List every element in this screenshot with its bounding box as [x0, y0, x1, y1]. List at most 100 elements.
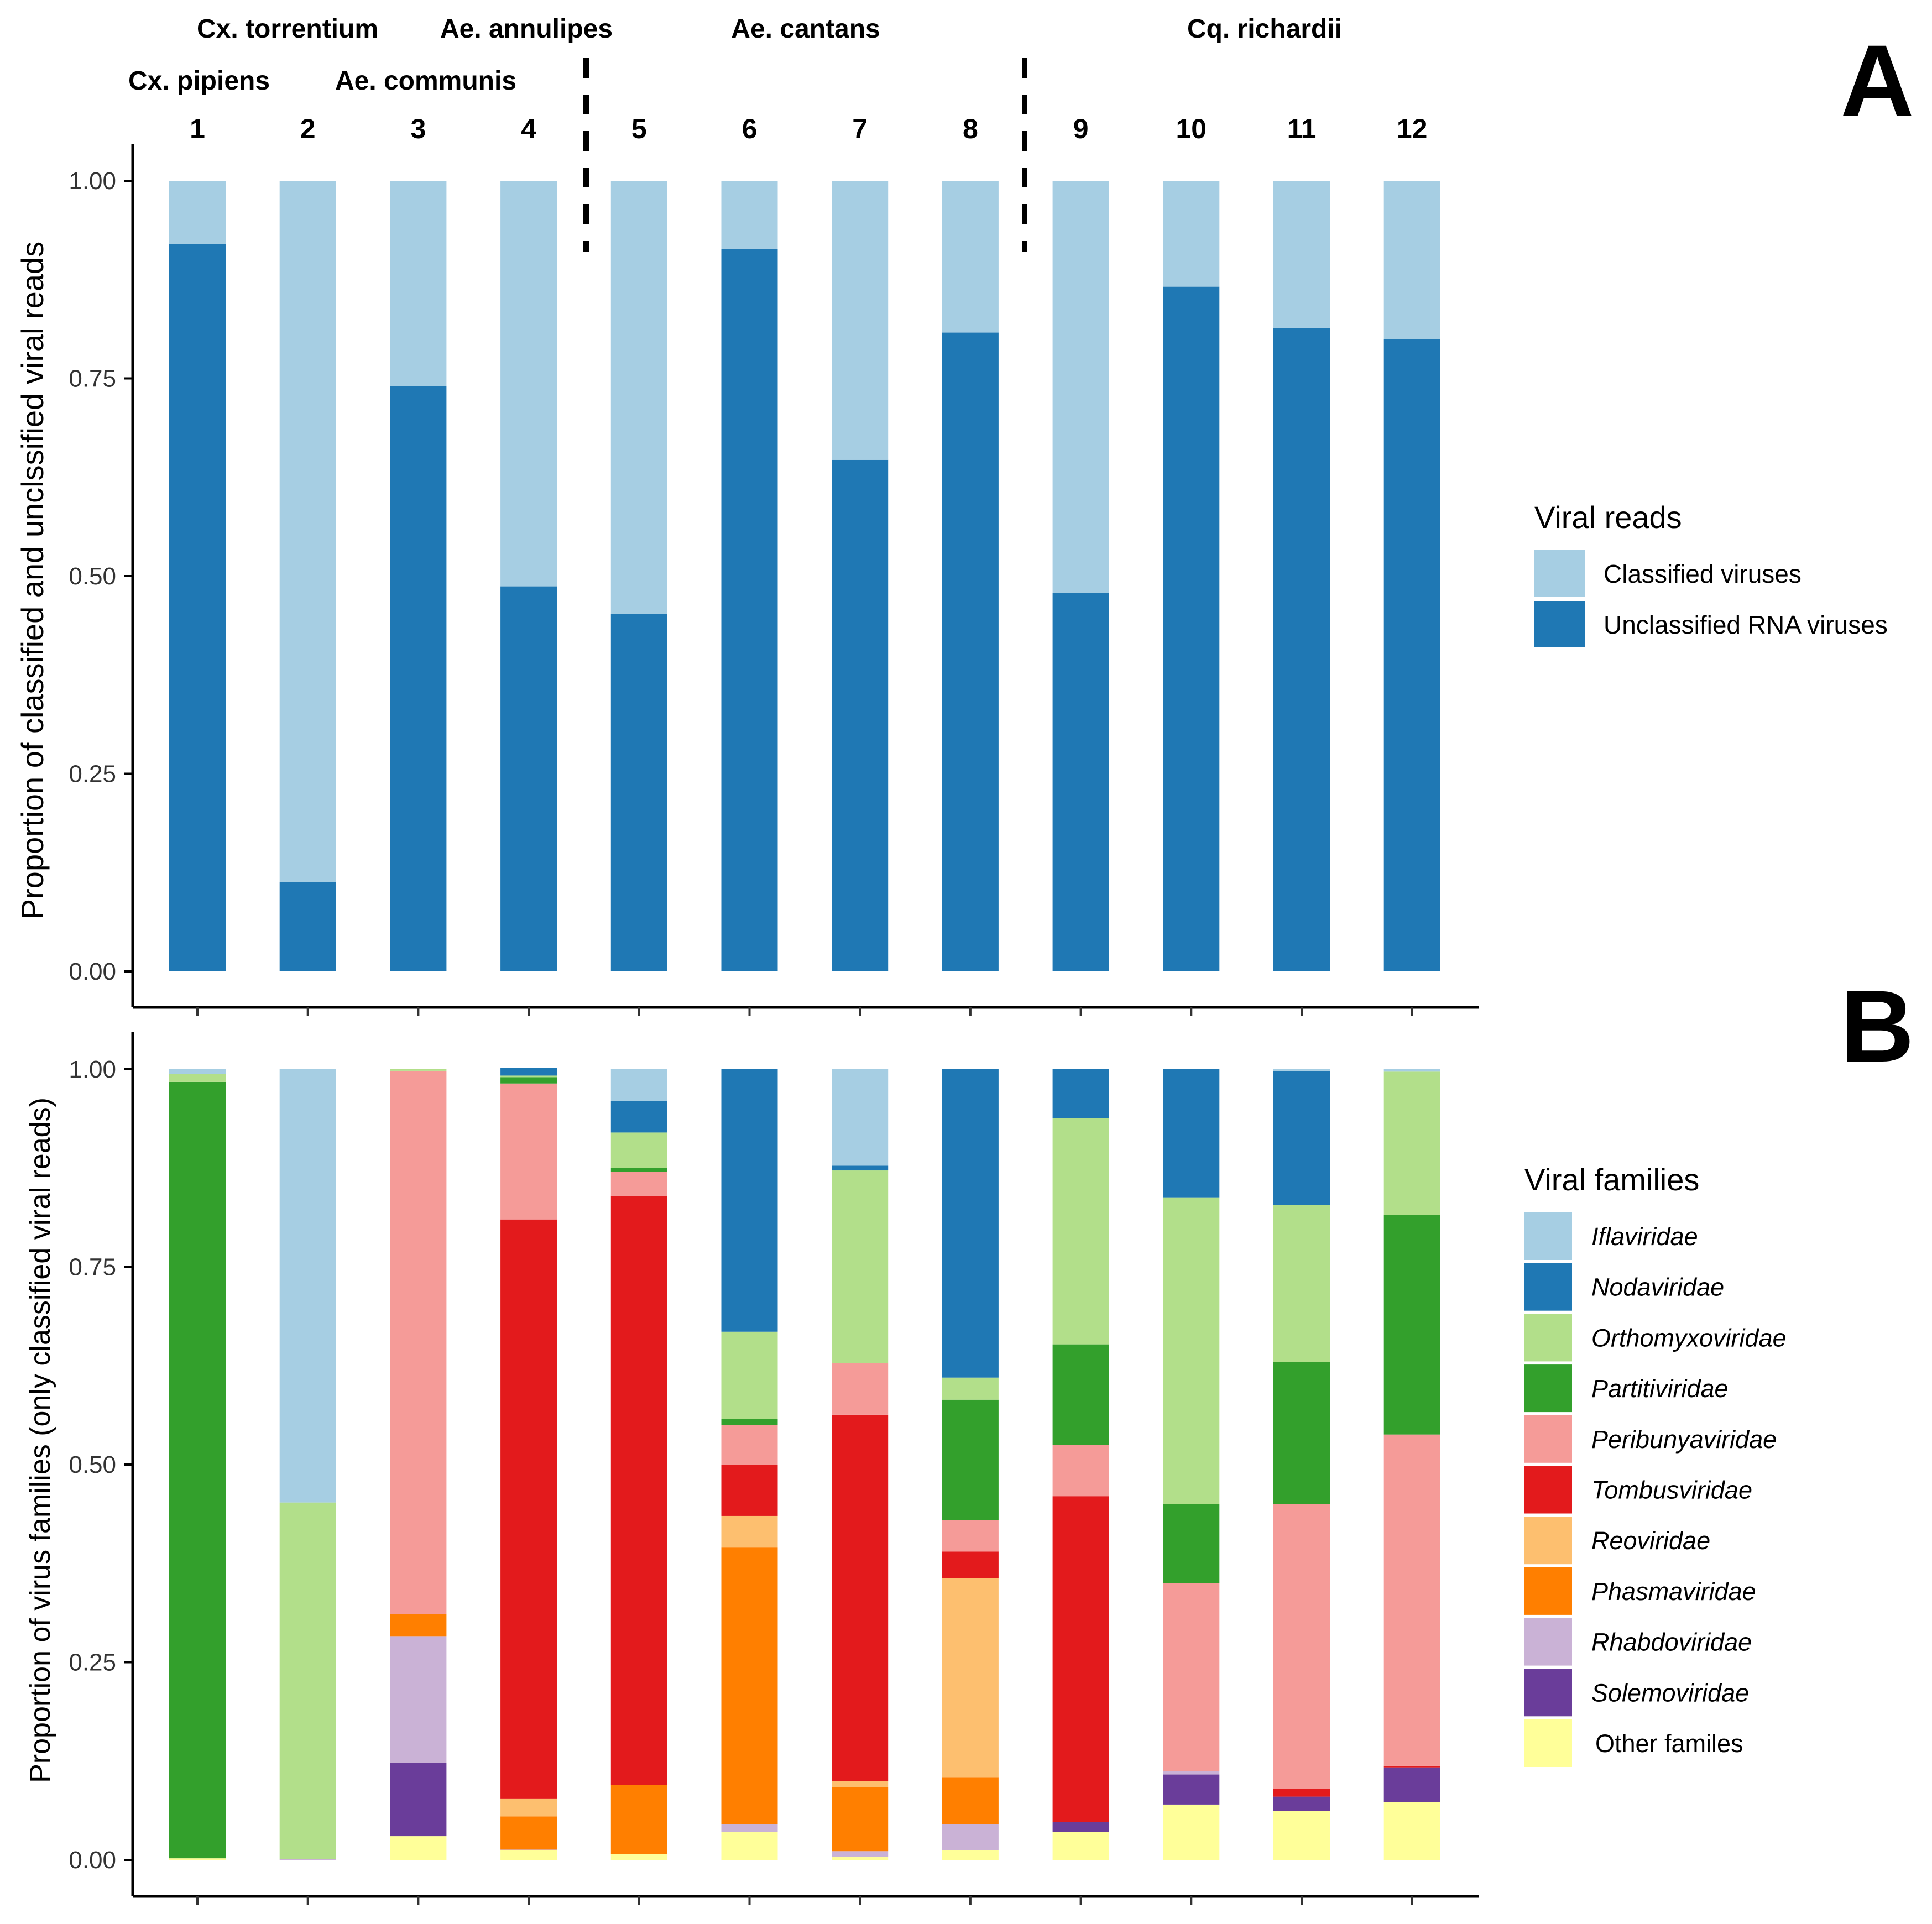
panel-b-bar-4-tombusviridae [500, 1219, 557, 1799]
panel-b-legend-label-tombusviridae: Tombusviridae [1591, 1476, 1752, 1504]
panel-b-bar-10-nodaviridae [1163, 1069, 1220, 1198]
sample-number-11: 11 [1287, 113, 1317, 144]
panel-b-bar-9-nodaviridae [1052, 1069, 1109, 1118]
panel-b-legend-key-other-familes [1524, 1719, 1572, 1767]
panel-b-bar-10-peribunyaviridae [1163, 1583, 1220, 1771]
panel-b-legend-key-solemoviridae [1524, 1669, 1572, 1717]
panel-b-bar-4-other-familes [500, 1850, 557, 1860]
panel-b-bar-4-reoviridae [500, 1798, 557, 1817]
panel-b-bar-7-nodaviridae [832, 1165, 889, 1171]
panel-b-bar-11-peribunyaviridae [1273, 1504, 1330, 1789]
panel-b-legend-key-orthomyxoviridae [1524, 1314, 1572, 1362]
panel-b-bar-12-peribunyaviridae [1383, 1434, 1440, 1766]
panel-b-bar-6-nodaviridae [721, 1069, 778, 1332]
panel-b-bar-9-other-familes [1052, 1832, 1109, 1860]
panel-a-bar-7-classified-viruses [832, 181, 889, 460]
species-label-cx-torrentium: Cx. torrentium [197, 14, 378, 44]
panel-b-bar-6-reoviridae [721, 1515, 778, 1548]
panel-b-bar-4-phasmaviridae [500, 1816, 557, 1850]
panel-a-bar-4-unclassified-rna-viruses [500, 586, 557, 971]
panel-b-bar-2-orthomyxoviridae [279, 1502, 336, 1859]
sample-number-3: 3 [410, 113, 426, 144]
panel-b-bar-5-peribunyaviridae [610, 1172, 667, 1196]
panel-a-legend-label-unclassified-rna-viruses: Unclassified RNA viruses [1604, 610, 1888, 639]
panel-b-bar-7-rhabdoviridae [832, 1851, 889, 1857]
panel-b-bar-2-iflaviridae [279, 1069, 336, 1503]
panel-a-bar-9-unclassified-rna-viruses [1052, 593, 1109, 971]
panel-b-bar-10-orthomyxoviridae [1163, 1197, 1220, 1504]
panel-b-bar-5-orthomyxoviridae [610, 1132, 667, 1168]
panel-a-bars [169, 181, 1440, 972]
panel-a-bar-7-unclassified-rna-viruses [832, 459, 889, 971]
panel-b-bar-7-peribunyaviridae [832, 1363, 889, 1415]
panel-b-bar-11-iflaviridae [1273, 1069, 1330, 1071]
panel-b-legend-label-phasmaviridae: Phasmaviridae [1591, 1577, 1756, 1606]
panel-b-bar-7-orthomyxoviridae [832, 1170, 889, 1363]
panel-b-legend-label-partitiviridae: Partitiviridae [1591, 1374, 1729, 1403]
panel-a-y-tick-label-1: 0.25 [69, 761, 116, 788]
panel-a-bar-6-unclassified-rna-viruses [721, 248, 778, 972]
panel-b-bar-3-solemoviridae [390, 1763, 447, 1837]
panel-b-bar-4-orthomyxoviridae [500, 1075, 557, 1078]
panel-a-bar-5-classified-viruses [610, 181, 667, 614]
panel-a-bar-8-unclassified-rna-viruses [942, 332, 999, 971]
panel-b-bar-3-other-familes [390, 1836, 447, 1860]
panel-a-bar-2-unclassified-rna-viruses [279, 882, 336, 971]
panel-b-bar-10-other-familes [1163, 1804, 1220, 1860]
panel-b-bar-9-partitiviridae [1052, 1344, 1109, 1445]
panel-b-bar-6-other-familes [721, 1832, 778, 1860]
panel-b-bar-8-peribunyaviridae [942, 1520, 999, 1552]
panel-b-bar-11-tombusviridae [1273, 1789, 1330, 1797]
panel-b-bar-11-other-familes [1273, 1811, 1330, 1860]
panel-b-bar-1-iflaviridae [169, 1069, 226, 1074]
panel-b-bar-1-orthomyxoviridae [169, 1074, 226, 1082]
panel-b-legend-key-nodaviridae [1524, 1263, 1572, 1311]
panel-a-bar-3-unclassified-rna-viruses [390, 386, 447, 971]
panel-b-y-axis-title: Proportion of virus families (only class… [24, 1097, 56, 1783]
panel-b-legend-key-iflaviridae [1524, 1212, 1572, 1260]
panel-b-bar-3-phasmaviridae [390, 1614, 447, 1637]
panel-a-y-tick-label-0: 0.00 [69, 958, 116, 985]
panel-b-bar-11-partitiviridae [1273, 1362, 1330, 1504]
panel-b-bar-5-phasmaviridae [610, 1785, 667, 1854]
panel-b-bar-8-reoviridae [942, 1578, 999, 1778]
panel-b-bar-8-partitiviridae [942, 1399, 999, 1520]
panel-b-bar-9-orthomyxoviridae [1052, 1118, 1109, 1345]
panel-b-bar-6-orthomyxoviridae [721, 1331, 778, 1419]
panel-b-legend-key-reoviridae [1524, 1517, 1572, 1565]
panel-b-bar-4-rhabdoviridae [500, 1849, 557, 1850]
panel-b-bar-10-solemoviridae [1163, 1774, 1220, 1805]
panel-b-bar-3-orthomyxoviridae [390, 1069, 447, 1071]
panel-a-bar-10-classified-viruses [1163, 181, 1220, 287]
panel-b-legend-title: Viral families [1524, 1162, 1699, 1197]
panel-b-bar-10-rhabdoviridae [1163, 1771, 1220, 1775]
sample-number-12: 12 [1397, 113, 1428, 144]
panel-b-legend-label-peribunyaviridae: Peribunyaviridae [1591, 1425, 1777, 1454]
panel-b-bar-1-partitiviridae [169, 1081, 226, 1859]
panel-b-bar-10-partitiviridae [1163, 1504, 1220, 1583]
panel-b-bars [169, 1068, 1440, 1860]
panel-a-bar-5-unclassified-rna-viruses [610, 614, 667, 971]
panel-b-bar-12-iflaviridae [1383, 1069, 1440, 1072]
panel-b-bar-7-tombusviridae [832, 1414, 889, 1781]
panel-a-y-tick-label-2: 0.50 [69, 563, 116, 590]
panel-b-y-tick-label-1: 0.25 [69, 1649, 116, 1676]
panel-b-y-tick-label-2: 0.50 [69, 1451, 116, 1478]
panel-a-legend-title: Viral reads [1534, 500, 1682, 535]
panel-a-bar-3-classified-viruses [390, 181, 447, 386]
panel-a-bar-6-classified-viruses [721, 181, 778, 249]
panel-b-bar-6-tombusviridae [721, 1465, 778, 1516]
panel-b-bar-11-solemoviridae [1273, 1796, 1330, 1811]
panel-b-bar-3-peribunyaviridae [390, 1070, 447, 1614]
panel-b-bar-8-orthomyxoviridae [942, 1377, 999, 1400]
panel-b-bar-9-tombusviridae [1052, 1496, 1109, 1822]
panel-a-bar-4-classified-viruses [500, 181, 557, 587]
panel-b-bar-7-reoviridae [832, 1781, 889, 1787]
panel-a-bar-2-classified-viruses [279, 181, 336, 882]
panel-b-legend-label-reoviridae: Reoviridae [1591, 1526, 1710, 1555]
panel-a-bar-12-unclassified-rna-viruses [1383, 339, 1440, 971]
panel-b-bar-8-phasmaviridae [942, 1777, 999, 1824]
panel-b-bar-2-rhabdoviridae [279, 1859, 336, 1860]
panel-b-bar-8-rhabdoviridae [942, 1824, 999, 1850]
